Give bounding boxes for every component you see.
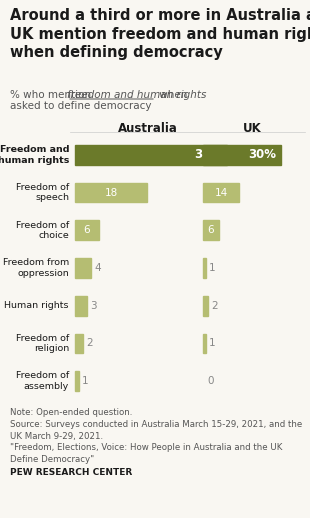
Text: 1: 1: [209, 263, 215, 273]
Bar: [75, 145, 227, 165]
Text: 14: 14: [215, 188, 228, 197]
Bar: [75, 371, 79, 391]
Bar: [203, 296, 208, 315]
Text: Freedom and
human rights: Freedom and human rights: [0, 145, 69, 165]
Text: 2: 2: [211, 301, 218, 311]
Text: Freedom of
religion: Freedom of religion: [16, 334, 69, 353]
Text: Freedom of
speech: Freedom of speech: [16, 183, 69, 202]
Text: 3: 3: [90, 301, 97, 311]
Bar: [203, 258, 206, 278]
Text: 30%: 30%: [248, 148, 276, 162]
Text: 2: 2: [86, 338, 93, 349]
Text: 1: 1: [82, 376, 89, 386]
Text: 6: 6: [84, 225, 90, 235]
Text: Freedom from
oppression: Freedom from oppression: [3, 258, 69, 278]
Bar: [203, 183, 239, 203]
Bar: [203, 145, 281, 165]
Text: Note: Open-ended question.
Source: Surveys conducted in Australia March 15-29, 2: Note: Open-ended question. Source: Surve…: [10, 408, 302, 464]
Bar: [75, 334, 83, 353]
Text: Australia: Australia: [118, 122, 178, 135]
Bar: [203, 221, 219, 240]
Bar: [203, 334, 206, 353]
Text: when: when: [156, 90, 187, 100]
Bar: [75, 183, 147, 203]
Text: Human rights: Human rights: [5, 301, 69, 310]
Text: asked to define democracy: asked to define democracy: [10, 101, 152, 111]
Bar: [75, 258, 91, 278]
Text: 38%: 38%: [194, 148, 222, 162]
Text: 0: 0: [207, 376, 214, 386]
Text: 18: 18: [104, 188, 117, 197]
Text: Around a third or more in Australia and
UK mention freedom and human rights
when: Around a third or more in Australia and …: [10, 8, 310, 60]
Text: PEW RESEARCH CENTER: PEW RESEARCH CENTER: [10, 468, 132, 477]
Text: Freedom of
assembly: Freedom of assembly: [16, 371, 69, 391]
Text: 6: 6: [207, 225, 214, 235]
Bar: [75, 221, 99, 240]
Text: UK: UK: [243, 122, 261, 135]
Text: % who mention: % who mention: [10, 90, 94, 100]
Text: 1: 1: [209, 338, 215, 349]
Text: freedom and human rights: freedom and human rights: [67, 90, 206, 100]
Bar: [75, 296, 87, 315]
Text: 4: 4: [94, 263, 101, 273]
Text: Freedom of
choice: Freedom of choice: [16, 221, 69, 240]
